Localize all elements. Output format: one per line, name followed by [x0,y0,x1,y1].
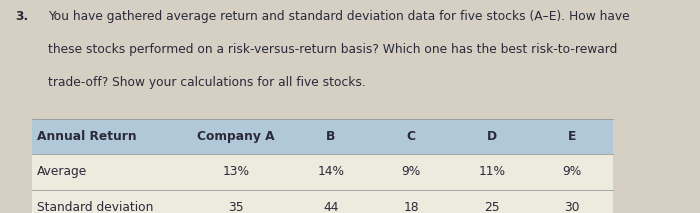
Text: 9%: 9% [402,166,421,178]
Text: You have gathered average return and standard deviation data for five stocks (A–: You have gathered average return and sta… [48,10,629,23]
Text: 3.: 3. [15,10,29,23]
Text: Company A: Company A [197,130,275,143]
Text: 35: 35 [228,201,244,213]
Text: 18: 18 [403,201,419,213]
Text: E: E [568,130,576,143]
Text: trade-off? Show your calculations for all five stocks.: trade-off? Show your calculations for al… [48,76,365,89]
Text: 44: 44 [323,201,339,213]
Text: Average: Average [37,166,88,178]
Text: D: D [486,130,497,143]
Text: these stocks performed on a risk-versus-return basis? Which one has the best ris: these stocks performed on a risk-versus-… [48,43,617,56]
Text: 25: 25 [484,201,500,213]
Text: 30: 30 [564,201,580,213]
Text: 14%: 14% [317,166,344,178]
Text: B: B [326,130,335,143]
Text: Annual Return: Annual Return [37,130,136,143]
Text: 13%: 13% [223,166,250,178]
Text: 9%: 9% [563,166,582,178]
Text: 11%: 11% [478,166,505,178]
Text: C: C [407,130,416,143]
Text: Standard deviation: Standard deviation [37,201,153,213]
